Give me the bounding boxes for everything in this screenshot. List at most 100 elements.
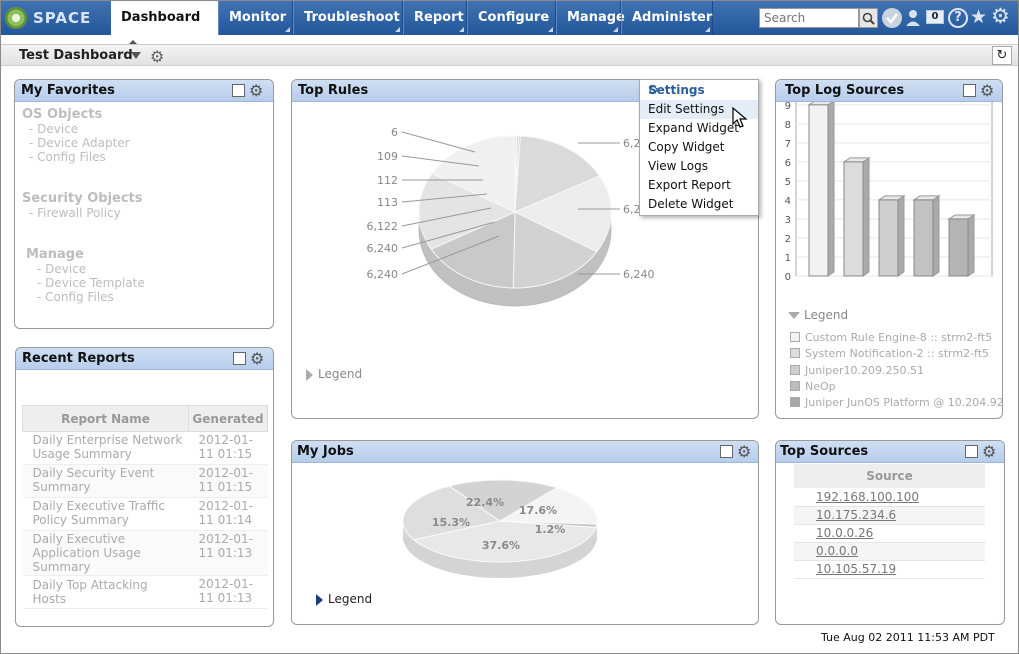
source-link[interactable]: 192.168.100.100 — [794, 488, 985, 507]
gear-icon[interactable]: ⚙ — [249, 81, 264, 100]
maximize-icon[interactable] — [965, 445, 978, 458]
tab-troubleshoot[interactable]: Troubleshoot — [293, 1, 403, 35]
widget-header[interactable]: My Jobs ⚙ — [292, 441, 758, 463]
table-row[interactable]: Daily Top Attacking Hosts 2012-01-11 01:1… — [22, 575, 268, 609]
gear-icon[interactable]: ⚙ — [737, 442, 752, 461]
leader-line — [401, 221, 496, 249]
favorite-link[interactable]: - Device — [29, 122, 79, 136]
jobs-pie-chart[interactable]: 22.4% 17.6% 15.3% 37.6% 1.2% — [292, 463, 758, 593]
tab-configure[interactable]: Configure — [467, 1, 556, 35]
widget-header[interactable]: My Favorites ⚙ — [15, 80, 273, 102]
refresh-icon: ↻ — [996, 48, 1008, 63]
report-name[interactable]: Daily Enterprise Network Usage Summary — [22, 431, 189, 465]
menu-item-edit-settings[interactable]: Edit Settings — [640, 100, 758, 119]
source-link[interactable]: 10.105.57.19 — [794, 560, 985, 579]
tab-report-label: Report — [414, 10, 464, 25]
source-link[interactable]: 10.0.0.26 — [794, 524, 985, 543]
top-rules-pie-chart[interactable]: 6 109 112 113 6,122 6,240 6,240 6,2 6,2 6,240 — [292, 102, 758, 402]
y-tick-label: 9 — [785, 102, 791, 112]
table-row[interactable]: Daily Enterprise Network Usage Summary 20… — [22, 431, 268, 465]
maximize-icon[interactable] — [963, 84, 976, 97]
report-generated: 2012-01-11 01:13 — [188, 530, 268, 576]
status-timestamp: Tue Aug 02 2011 11:53 AM PDT — [821, 631, 995, 644]
report-name[interactable]: Daily Top Attacking Hosts — [22, 575, 189, 609]
menu-item-export-report[interactable]: Export Report — [648, 178, 731, 192]
menu-item-copy-widget[interactable]: Copy Widget — [648, 140, 725, 154]
table-row[interactable]: Daily Executive Traffic Policy Summary 20… — [22, 497, 268, 531]
legend-toggle[interactable]: Legend — [788, 308, 848, 322]
y-tick-label: 6 — [785, 158, 791, 169]
logo-text: SPACE — [33, 9, 92, 27]
table-row[interactable]: 10.0.0.26 — [794, 524, 985, 543]
notification-badge[interactable]: 0 — [926, 10, 944, 24]
column-header[interactable]: Report Name — [22, 405, 189, 432]
gear-icon[interactable]: ⚙ — [250, 349, 265, 368]
report-name[interactable]: Daily Security Event Summary — [22, 464, 189, 498]
source-link[interactable]: 0.0.0.0 — [794, 542, 985, 561]
favorite-link[interactable]: - Config Files — [29, 150, 106, 164]
table-row[interactable]: Daily Security Event Summary 2012-01-11 0… — [22, 464, 268, 498]
column-header[interactable]: Source — [794, 464, 985, 488]
search-input[interactable] — [759, 8, 859, 28]
chevron-down-icon[interactable] — [131, 52, 141, 59]
legend-item[interactable]: Juniper10.209.250.51 — [790, 364, 924, 377]
bar-side — [862, 156, 870, 277]
mouse-cursor-icon — [732, 106, 748, 128]
legend-item[interactable]: Custom Rule Engine-8 :: strm2-ft5 — [790, 331, 992, 344]
legend-toggle[interactable]: Legend — [316, 592, 372, 606]
legend-toggle[interactable]: Legend — [306, 367, 362, 381]
refresh-button[interactable]: ↻ — [992, 46, 1012, 65]
table-row[interactable]: 0.0.0.0 — [794, 542, 985, 561]
star-icon[interactable]: ★ — [970, 6, 988, 28]
legend-item[interactable]: NeOp — [790, 380, 836, 393]
report-name[interactable]: Daily Executive Traffic Policy Summary — [22, 497, 189, 531]
report-generated: 2012-01-11 01:15 — [188, 464, 268, 498]
pie-label: 6,240 — [623, 268, 655, 281]
favorite-link[interactable]: - Firewall Policy — [29, 206, 121, 220]
help-icon[interactable]: ? — [948, 8, 968, 28]
maximize-icon[interactable] — [720, 445, 733, 458]
menu-item-delete-widget[interactable]: Delete Widget — [648, 197, 734, 211]
tab-administer[interactable]: Administer — [621, 1, 713, 35]
table-row[interactable]: 10.175.234.6 — [794, 506, 985, 525]
maximize-icon[interactable] — [232, 84, 245, 97]
maximize-icon[interactable] — [233, 352, 246, 365]
menu-item-expand-widget[interactable]: Expand Widget — [648, 121, 739, 135]
search-button[interactable] — [859, 8, 878, 28]
table-row[interactable]: 192.168.100.100 — [794, 488, 985, 507]
report-name[interactable]: Daily Executive Application Usage Summar… — [22, 530, 189, 576]
settings-menu-header: Settings ⚙ — [640, 80, 758, 100]
menu-item-view-logs[interactable]: View Logs — [648, 159, 708, 173]
tab-manage[interactable]: Manage — [556, 1, 625, 35]
tab-report[interactable]: Report — [403, 1, 467, 35]
widget-header[interactable]: Recent Reports ⚙ — [16, 348, 273, 370]
bar-side — [827, 102, 835, 277]
tab-monitor[interactable]: Monitor — [218, 1, 293, 35]
legend-item[interactable]: System Notification-2 :: strm2-ft5 — [790, 347, 989, 360]
table-row[interactable]: 10.105.57.19 — [794, 560, 985, 579]
logo[interactable]: SPACE — [3, 4, 111, 32]
favorite-link[interactable]: - Config Files — [37, 290, 114, 304]
legend-item[interactable]: Juniper JunOS Platform @ 10.204.92.80 — [790, 396, 1002, 409]
widget-header[interactable]: Top Log Sources ⚙ — [776, 80, 1002, 102]
gear-icon[interactable]: ⚙ — [980, 81, 995, 100]
log-sources-bar-chart[interactable]: 0 1 2 3 4 5 6 7 8 9 — [776, 102, 1002, 302]
pie-label: 6,240 — [367, 242, 399, 255]
column-header[interactable]: Generated — [188, 405, 268, 432]
pie-label: 6,2 — [623, 137, 641, 150]
favorite-link[interactable]: - Device Template — [37, 276, 145, 290]
source-link[interactable]: 10.175.234.6 — [794, 506, 985, 525]
gear-icon[interactable]: ⚙ — [648, 83, 659, 97]
checkmark-icon[interactable] — [882, 8, 902, 28]
gear-icon[interactable]: ⚙ — [991, 4, 1010, 28]
favorite-link[interactable]: - Device Adapter — [29, 136, 130, 150]
tab-dashboard[interactable]: Dashboard — [111, 1, 218, 52]
dashboard-title[interactable]: Test Dashboard — [19, 48, 133, 63]
gear-icon[interactable]: ⚙ — [150, 47, 165, 66]
favorite-link[interactable]: - Device — [37, 262, 87, 276]
table-row[interactable]: Daily Executive Application Usage Summar… — [22, 530, 268, 576]
leader-line — [401, 155, 480, 167]
user-icon[interactable] — [903, 8, 923, 28]
gear-icon[interactable]: ⚙ — [982, 442, 997, 461]
widget-header[interactable]: Top Sources ⚙ — [776, 441, 1004, 463]
